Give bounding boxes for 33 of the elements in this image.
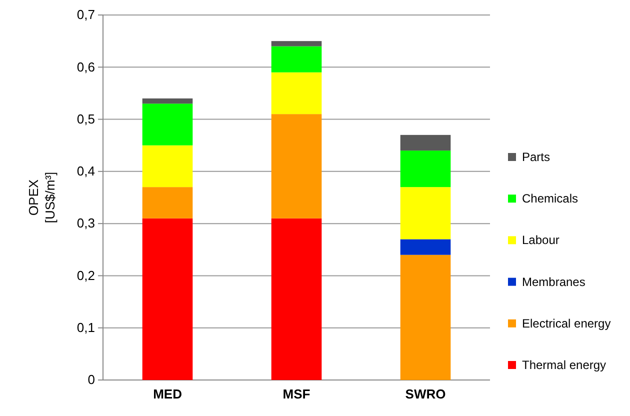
y-tick-label: 0,5 [76,111,95,126]
legend-label: Membranes [522,274,586,289]
legend-label: Electrical energy [522,316,611,330]
bar [271,114,322,218]
bar [400,187,451,240]
legend-label: Parts [522,150,550,164]
legend-label: Chemicals [522,192,578,206]
y-tick-label: 0,7 [76,7,95,22]
y-tick-label: 0,1 [76,320,95,336]
y-tick-label: 0,6 [76,59,95,74]
bar [142,145,193,188]
bar [400,134,451,151]
bar [271,218,322,380]
bar [271,72,322,114]
bar [271,46,322,72]
legend-label: Thermal energy [522,358,606,372]
y-tick-label: 0,2 [76,268,95,283]
bar [142,218,193,380]
bar [142,98,193,104]
bar [400,254,451,380]
bar [400,150,451,188]
y-tick-label: 0 [88,372,95,388]
y-tick-label: 0,3 [76,216,95,231]
x-tick-label: MSF [282,386,310,402]
x-tick-label: MED [153,386,182,402]
bar [400,239,451,255]
bar [142,187,193,218]
y-axis-title: OPEX [US$/m³] [26,172,58,224]
bar [142,104,193,146]
x-tick-label: SWRO [405,386,446,402]
legend-label: Labour [522,233,560,248]
y-tick-label: 0,4 [76,164,95,179]
bar [271,41,322,46]
